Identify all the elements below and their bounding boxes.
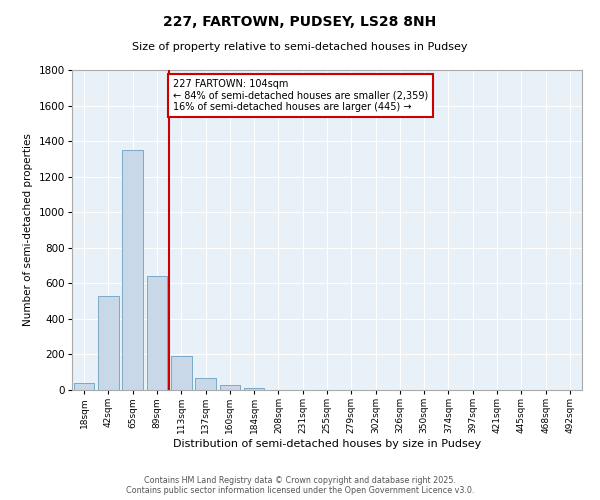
Bar <box>74 383 94 390</box>
X-axis label: Distribution of semi-detached houses by size in Pudsey: Distribution of semi-detached houses by … <box>173 439 481 449</box>
Text: Size of property relative to semi-detached houses in Pudsey: Size of property relative to semi-detach… <box>132 42 468 52</box>
Text: Contains HM Land Registry data © Crown copyright and database right 2025.
Contai: Contains HM Land Registry data © Crown c… <box>126 476 474 495</box>
Bar <box>122 150 143 390</box>
Bar <box>146 276 167 390</box>
Bar <box>220 384 240 390</box>
Bar <box>195 378 216 390</box>
Y-axis label: Number of semi-detached properties: Number of semi-detached properties <box>23 134 33 326</box>
Bar <box>171 356 191 390</box>
Text: 227, FARTOWN, PUDSEY, LS28 8NH: 227, FARTOWN, PUDSEY, LS28 8NH <box>163 15 437 29</box>
Bar <box>244 388 265 390</box>
Text: 227 FARTOWN: 104sqm
← 84% of semi-detached houses are smaller (2,359)
16% of sem: 227 FARTOWN: 104sqm ← 84% of semi-detach… <box>173 79 428 112</box>
Bar <box>98 296 119 390</box>
